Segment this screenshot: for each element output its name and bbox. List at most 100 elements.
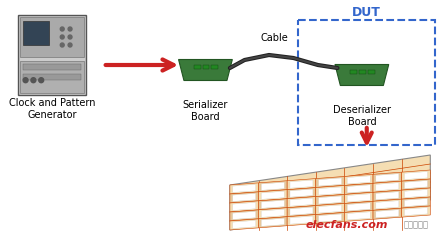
Polygon shape (404, 181, 427, 189)
Polygon shape (347, 185, 370, 193)
FancyBboxPatch shape (23, 64, 81, 70)
Circle shape (60, 35, 64, 39)
Polygon shape (319, 187, 342, 195)
Text: Deserializer
Board: Deserializer Board (333, 105, 391, 127)
Polygon shape (261, 209, 284, 217)
Circle shape (60, 27, 64, 31)
Circle shape (31, 78, 36, 83)
Polygon shape (230, 192, 259, 203)
Polygon shape (316, 176, 344, 188)
FancyBboxPatch shape (368, 70, 375, 74)
Polygon shape (290, 189, 313, 197)
Polygon shape (259, 217, 287, 228)
Polygon shape (402, 179, 430, 190)
Polygon shape (233, 184, 256, 192)
Polygon shape (230, 155, 430, 230)
Polygon shape (376, 210, 399, 218)
Text: DUT: DUT (352, 7, 381, 19)
Polygon shape (290, 198, 313, 206)
Polygon shape (179, 60, 232, 80)
Polygon shape (287, 206, 316, 217)
FancyBboxPatch shape (211, 65, 218, 69)
Polygon shape (230, 201, 259, 212)
Circle shape (39, 78, 44, 83)
Polygon shape (319, 178, 342, 186)
FancyBboxPatch shape (18, 15, 86, 95)
Polygon shape (373, 172, 402, 183)
Polygon shape (373, 181, 402, 192)
Polygon shape (287, 179, 316, 190)
Circle shape (23, 78, 28, 83)
Polygon shape (404, 208, 427, 216)
Polygon shape (347, 176, 370, 184)
Polygon shape (316, 185, 344, 197)
Polygon shape (259, 208, 287, 219)
FancyBboxPatch shape (350, 70, 357, 74)
Text: Cable: Cable (260, 33, 288, 43)
FancyBboxPatch shape (19, 17, 84, 57)
Polygon shape (376, 192, 399, 200)
Polygon shape (402, 197, 430, 208)
Polygon shape (287, 197, 316, 208)
Circle shape (60, 43, 64, 47)
Polygon shape (230, 210, 259, 221)
Polygon shape (233, 202, 256, 210)
FancyBboxPatch shape (359, 70, 366, 74)
Polygon shape (376, 201, 399, 209)
Polygon shape (316, 203, 344, 215)
Polygon shape (287, 215, 316, 226)
Polygon shape (402, 170, 430, 181)
FancyBboxPatch shape (23, 74, 81, 80)
Circle shape (68, 35, 72, 39)
Polygon shape (402, 188, 430, 199)
Text: 电子发烧友: 电子发烧友 (403, 220, 428, 229)
Circle shape (68, 43, 72, 47)
Polygon shape (233, 211, 256, 219)
Polygon shape (373, 208, 402, 219)
Polygon shape (404, 190, 427, 198)
Polygon shape (404, 172, 427, 180)
Polygon shape (261, 218, 284, 226)
Polygon shape (316, 194, 344, 206)
Polygon shape (402, 206, 430, 217)
Polygon shape (319, 205, 342, 213)
FancyBboxPatch shape (202, 65, 210, 69)
Polygon shape (344, 174, 373, 185)
Polygon shape (373, 199, 402, 210)
Polygon shape (319, 196, 342, 204)
FancyBboxPatch shape (194, 65, 201, 69)
Polygon shape (230, 219, 259, 230)
Polygon shape (233, 193, 256, 201)
Polygon shape (373, 190, 402, 201)
Polygon shape (344, 210, 373, 221)
FancyBboxPatch shape (23, 21, 49, 45)
Text: elecfans.com: elecfans.com (306, 220, 389, 230)
Polygon shape (344, 201, 373, 212)
Polygon shape (287, 188, 316, 199)
Polygon shape (376, 183, 399, 191)
Polygon shape (261, 182, 284, 190)
Polygon shape (376, 174, 399, 182)
Polygon shape (347, 203, 370, 211)
Text: Clock and Pattern
Generator: Clock and Pattern Generator (9, 98, 95, 120)
Polygon shape (233, 220, 256, 228)
Polygon shape (230, 183, 259, 194)
Polygon shape (259, 190, 287, 201)
Polygon shape (404, 199, 427, 207)
Polygon shape (319, 214, 342, 222)
Text: Serializer
Board: Serializer Board (183, 100, 228, 122)
Polygon shape (344, 192, 373, 203)
Polygon shape (347, 194, 370, 202)
Polygon shape (335, 64, 389, 86)
FancyBboxPatch shape (19, 61, 84, 93)
Polygon shape (261, 191, 284, 199)
Polygon shape (259, 181, 287, 192)
Polygon shape (290, 216, 313, 224)
Circle shape (68, 27, 72, 31)
Polygon shape (290, 180, 313, 188)
Polygon shape (316, 212, 344, 224)
Polygon shape (259, 199, 287, 210)
Polygon shape (261, 200, 284, 208)
Polygon shape (290, 207, 313, 215)
Polygon shape (347, 212, 370, 220)
